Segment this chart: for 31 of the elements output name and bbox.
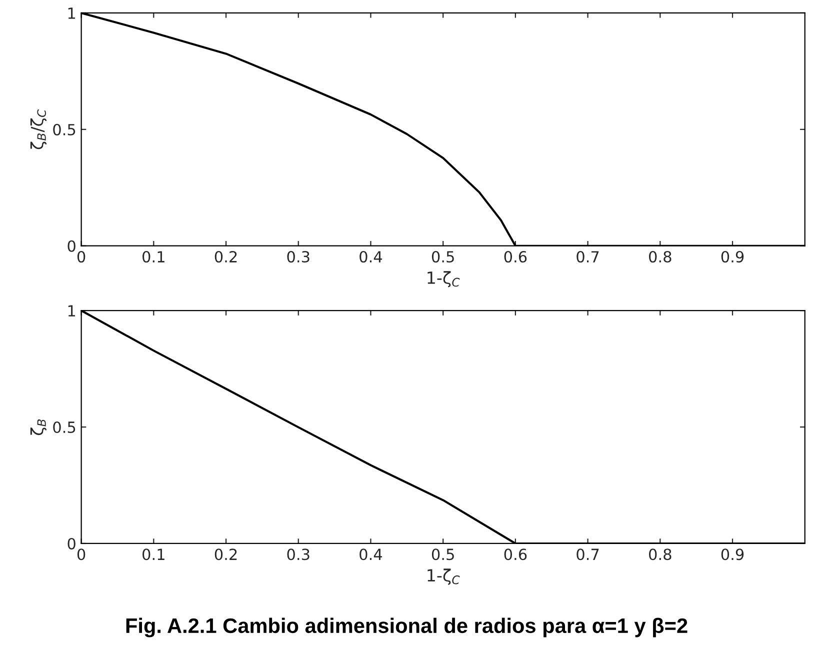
x-axis-title: 1-ζ$_{C}$ (428, 271, 460, 288)
y-axis-title: ζ$_{B}$ (30, 419, 47, 436)
y-tick-label: 0 (68, 240, 76, 252)
x-tick-label: 0.4 (360, 250, 382, 263)
x-tick-label: 0.1 (142, 250, 164, 263)
x-tick-label: 0.5 (432, 548, 454, 560)
x-tick-label: 0 (77, 250, 86, 263)
x-tick-label: 0.2 (214, 250, 237, 263)
y-tick-label: 0.5 (53, 124, 76, 136)
x-tick-label: 0.2 (214, 548, 237, 560)
x-tick-label: 0 (77, 548, 86, 560)
y-tick-label: 1 (68, 8, 76, 19)
y-tick-label: 1 (68, 305, 76, 316)
x-tick-label: 0.8 (649, 548, 672, 560)
x-tick-label: 0.7 (576, 548, 599, 560)
x-tick-label: 0.9 (721, 548, 744, 560)
x-tick-label: 0.6 (504, 548, 527, 560)
y-axis-title: ζ$_{B}$/ζ$_{C}$ (30, 109, 47, 150)
text: Fig. A.2.1 Cambio adimensional de radios para α=1 y β=2 (126, 618, 688, 638)
x-tick-label: 0.3 (287, 250, 310, 263)
x-tick-label: 0.9 (721, 250, 744, 263)
x-tick-label: 0.1 (142, 548, 164, 560)
x-tick-label: 0.7 (576, 250, 599, 263)
y-tick-label: 0 (68, 538, 76, 550)
x-tick-label: 0.6 (504, 250, 527, 263)
x-tick-label: 0.3 (287, 548, 310, 560)
x-tick-label: 0.5 (432, 250, 454, 263)
x-tick-label: 0.8 (649, 250, 672, 263)
x-axis-title: 1-ζ$_{C}$ (428, 568, 460, 585)
y-tick-label: 0.5 (53, 421, 76, 434)
x-tick-label: 0.4 (360, 548, 382, 560)
